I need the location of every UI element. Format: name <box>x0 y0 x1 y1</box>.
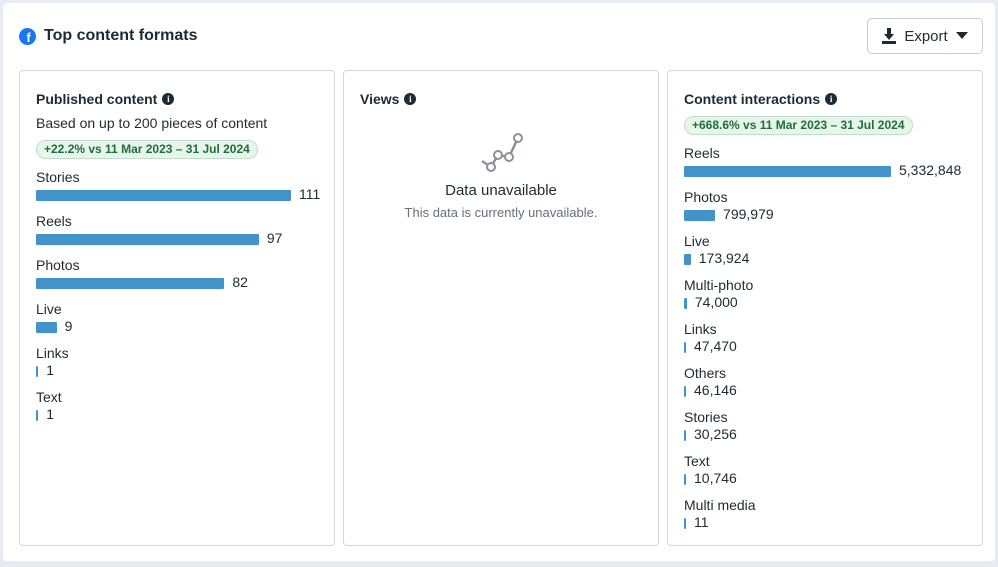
section-title: f Top content formats <box>19 27 197 45</box>
views-panel: Views i Data unavailable This data is cur… <box>343 70 659 546</box>
bar-row: Live 173,924 <box>684 233 972 277</box>
panel-title: Content interactions i <box>684 91 838 107</box>
bar-value: 1 <box>46 406 55 422</box>
bar-value: 9 <box>64 318 73 334</box>
empty-state: Data unavailable This data is currently … <box>344 131 658 220</box>
caret-down-icon <box>955 32 968 39</box>
bar-label: Links <box>36 345 69 361</box>
bar-row: Photos 799,979 <box>684 189 972 233</box>
bar <box>36 366 39 377</box>
empty-title: Data unavailable <box>445 182 557 199</box>
bar-row: Text 1 <box>36 389 324 433</box>
title-text: Top content formats <box>44 27 198 44</box>
bar-value: 10,746 <box>694 470 737 486</box>
bar-row: Multi media 11 <box>684 497 972 541</box>
bar <box>36 190 291 201</box>
bar-value: 799,979 <box>723 206 774 222</box>
bar-label: Text <box>684 453 710 469</box>
bar-value: 11 <box>694 514 709 530</box>
top-content-formats-card: f Top content formats Export Published c… <box>3 3 995 561</box>
bar <box>684 518 686 529</box>
panel-subtitle: Based on up to 200 pieces of content <box>36 115 268 131</box>
bar-label: Links <box>684 321 717 337</box>
export-label: Export <box>904 27 948 45</box>
bar-label: Others <box>684 365 727 381</box>
bar-value: 173,924 <box>698 250 750 266</box>
bar <box>684 474 686 485</box>
bar-row: Reels 97 <box>36 213 324 257</box>
bar-label: Stories <box>36 169 80 185</box>
bar-value: 5,332,848 <box>899 162 962 178</box>
bar-value: 97 <box>266 230 283 246</box>
bar-row: Links 1 <box>36 345 324 389</box>
bar <box>684 210 716 221</box>
bar-value: 82 <box>232 274 248 290</box>
bar <box>36 234 259 245</box>
bar-row: Live 9 <box>36 301 324 345</box>
bar-value: 30,256 <box>694 426 737 442</box>
bar-label: Reels <box>684 145 720 161</box>
bar-row: Stories 111 <box>36 169 324 213</box>
panel-title: Views i <box>360 91 417 107</box>
interactions-bar-list: Reels 5,332,848 Photos 799,979 Live 173,924 Mu… <box>684 145 972 541</box>
bar-row: Stories 30,256 <box>684 409 972 453</box>
line-chart-icon <box>481 133 523 172</box>
bar-row: Links 47,470 <box>684 321 972 365</box>
bar-label: Photos <box>684 189 728 205</box>
bar-row: Reels 5,332,848 <box>684 145 972 189</box>
bar-value: 74,000 <box>694 294 738 310</box>
panel-title-text: Views <box>360 91 400 107</box>
bar-value: 111 <box>299 186 321 202</box>
bar <box>684 342 686 353</box>
bar <box>36 322 57 333</box>
bar-label: Live <box>684 233 710 249</box>
download-icon <box>882 28 897 44</box>
info-icon[interactable]: i <box>162 93 175 105</box>
info-icon[interactable]: i <box>404 93 417 105</box>
bar-row: Photos 82 <box>36 257 324 301</box>
bar-label: Multi media <box>684 497 756 513</box>
empty-text: This data is currently unavailable. <box>404 205 598 220</box>
info-icon[interactable]: i <box>825 93 838 105</box>
change-badge: +668.6% vs 11 Mar 2023 – 31 Jul 2024 <box>684 116 913 135</box>
bar-value: 47,470 <box>694 338 737 354</box>
bar <box>684 166 891 177</box>
bar-label: Photos <box>36 257 80 273</box>
bar-value: 1 <box>46 362 55 378</box>
content-interactions-panel: Content interactions i +668.6% vs 11 Mar … <box>667 70 983 546</box>
bar <box>684 254 691 265</box>
bar-row: Multi-photo 74,000 <box>684 277 972 321</box>
published-bar-list: Stories 111 Reels 97 Photos 82 Live 9 Links 1 Text… <box>36 169 324 433</box>
change-badge: +22.2% vs 11 Mar 2023 – 31 Jul 2024 <box>36 140 258 159</box>
panel-title-text: Published content <box>36 91 158 107</box>
bar <box>684 298 687 309</box>
bar <box>684 386 686 397</box>
bar-label: Multi-photo <box>684 277 754 293</box>
bar-value: 46,146 <box>694 382 737 398</box>
bar-label: Reels <box>36 213 72 229</box>
panel-title-text: Content interactions <box>684 91 821 107</box>
bar-label: Stories <box>684 409 728 425</box>
export-button[interactable]: Export <box>867 18 983 54</box>
bar-row: Text 10,746 <box>684 453 972 497</box>
bar <box>684 430 686 441</box>
facebook-icon: f <box>19 27 36 45</box>
panel-title: Published content i <box>36 91 175 107</box>
published-content-panel: Published content i Based on up to 200 pi… <box>19 70 335 546</box>
bar-row: Others 46,146 <box>684 365 972 409</box>
bar <box>36 278 225 289</box>
bar-label: Text <box>36 389 62 405</box>
bar-label: Live <box>36 301 62 317</box>
bar <box>36 410 39 421</box>
